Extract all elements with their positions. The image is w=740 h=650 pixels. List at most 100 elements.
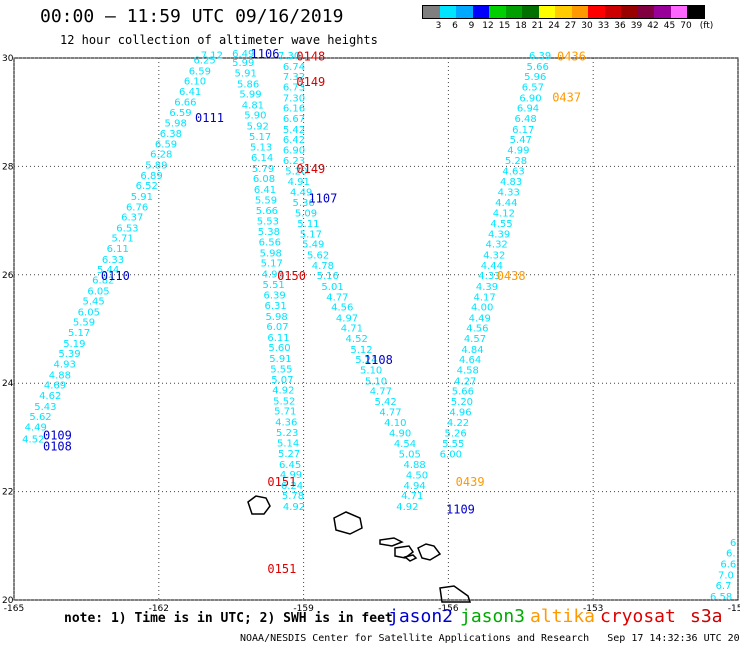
wave-height-value: 5.90 (244, 111, 266, 122)
wave-height-value: 6.82 (92, 275, 114, 286)
wave-height-value: 6.42 (283, 135, 305, 146)
legend-swatch (456, 6, 473, 18)
wave-height-value: 5.13 (250, 143, 272, 154)
wave-height-value: 6.33 (102, 255, 124, 266)
wave-height-value: 4.55 (490, 219, 512, 230)
wave-height-value: 4.54 (394, 439, 416, 450)
wave-height-value: 5.45 (83, 297, 105, 308)
wave-height-value: 6.74 (283, 62, 305, 73)
wave-height-value: 6.14 (251, 153, 273, 164)
wave-height-value: 5.52 (273, 396, 295, 407)
pass-time-label: 0437 (552, 90, 581, 104)
wave-height-value: 4.39 (476, 282, 498, 293)
legend-label: 21 (531, 21, 544, 31)
wave-height-value: 5.16 (317, 271, 339, 282)
wave-height-value: 5.05 (399, 449, 421, 460)
wave-height-value: 6.58 (710, 592, 732, 603)
pass-time-label: 1109 (446, 502, 475, 516)
wave-height-value: 5.96 (524, 72, 546, 83)
wave-height-value: 4.49 (25, 422, 47, 433)
wave-height-value: 4.39 (488, 229, 510, 240)
wave-height-value: 5.17 (261, 259, 283, 270)
note-text: note: 1) Time is in UTC; 2) SWH is in fe… (64, 611, 393, 626)
pass-time-label: 0150 (277, 269, 306, 283)
wave-height-value: 6.41 (254, 185, 276, 196)
wave-height-value: 6.25 (194, 55, 216, 66)
legend-swatch (637, 6, 654, 18)
y-tick-label: 30 (2, 54, 14, 64)
wave-height-value: 6.52 (136, 181, 158, 192)
island-outline (403, 554, 418, 562)
wave-height-value: 5.17 (249, 132, 271, 143)
wave-height-value: 4.49 (290, 188, 312, 199)
pass-time-label: 0108 (43, 439, 72, 453)
wave-height-value: 5.91 (269, 354, 291, 365)
wave-height-value: 5.53 (257, 216, 279, 227)
satellite-label-s3a: s3a (690, 606, 723, 627)
wave-height-value: 5.42 (375, 397, 397, 408)
island-outline (439, 585, 472, 603)
wave-height-value: 5.59 (73, 318, 95, 329)
legend-swatch (604, 6, 621, 18)
legend-swatch (621, 6, 638, 18)
island-outline (379, 537, 404, 547)
legend-swatch (555, 6, 572, 18)
wave-height-value: 5.47 (510, 135, 532, 146)
wave-height-value: 4.92 (272, 385, 294, 396)
wave-height-value: 4.00 (471, 303, 493, 314)
wave-height-value: 4.84 (461, 345, 483, 356)
y-tick-label: 26 (2, 271, 14, 281)
legend-label: 27 (564, 21, 577, 31)
legend-swatch (654, 6, 671, 18)
wave-height-value: 4.93 (54, 359, 76, 370)
wave-height-value: 6.08 (253, 174, 275, 185)
wave-height-value: 6.07 (266, 322, 288, 333)
legend-unit-label: (ft) (699, 21, 714, 31)
legend-swatch (687, 6, 704, 18)
wave-height-value: 5.07 (271, 375, 293, 386)
wave-height-value: 5.44 (97, 265, 119, 276)
wave-height-value: 5.66 (256, 206, 278, 217)
wave-height-value: 6.05 (87, 286, 109, 297)
wave-height-value: 7.12 (201, 51, 223, 62)
wave-height-value: 5.39 (58, 349, 80, 360)
wave-height-value: 4.32 (486, 240, 508, 251)
wave-height-value: 5.38 (258, 227, 280, 238)
wave-height-value: 4.63 (502, 167, 524, 178)
legend-swatches (422, 5, 705, 19)
wave-height-value: 6.37 (121, 213, 143, 224)
wave-height-value: 4.62 (39, 391, 61, 402)
wave-height-value: 6.45 (279, 460, 301, 471)
chart-title: 00:00 – 11:59 UTC 09/16/2019 (40, 6, 344, 27)
wave-height-value: 4.88 (49, 370, 71, 381)
wave-height-value: 4.77 (370, 387, 392, 398)
wave-height-value: 6.73 (283, 83, 305, 94)
color-legend: 3 6 9 12 15 18 21 24 27 30 33 36 39 42 45 70 (ft) (422, 5, 714, 33)
pass-time-label: 1106 (251, 47, 280, 61)
wave-height-value: 6.11 (267, 333, 289, 344)
wave-height-value: 5.92 (247, 122, 269, 133)
wave-height-value: 6.24 (281, 481, 303, 492)
pass-time-label: 0110 (101, 269, 130, 283)
island-outline (247, 495, 271, 515)
wave-height-value: 4.92 (283, 502, 305, 513)
wave-height-value: 4.90 (389, 428, 411, 439)
wave-height-value: 4.97 (336, 313, 358, 324)
legend-labels: 3 6 9 12 15 18 21 24 27 30 33 36 39 42 45 70 (ft) (422, 19, 714, 33)
wave-height-value: 4.78 (312, 261, 334, 272)
wave-height-value: 6.89 (140, 171, 162, 182)
wave-height-value: 5.51 (263, 280, 285, 291)
wave-height-value: 6.53 (116, 223, 138, 234)
wave-height-value: 4.32 (483, 251, 505, 262)
wave-height-value: 4.52 (22, 434, 44, 445)
wave-height-value: 5.98 (265, 312, 287, 323)
wave-height-value: 4.71 (401, 491, 423, 502)
wave-height-value: 4.56 (331, 303, 353, 314)
wave-height-value: 4.49 (469, 313, 491, 324)
wave-height-value: 6.48 (514, 114, 536, 125)
wave-height-value: 6.23 (283, 156, 305, 167)
wave-height-value: 6.17 (512, 125, 534, 136)
wave-height-value: 5.99 (232, 58, 254, 69)
wave-height-value: 5.17 (68, 328, 90, 339)
legend-swatch (538, 6, 555, 18)
